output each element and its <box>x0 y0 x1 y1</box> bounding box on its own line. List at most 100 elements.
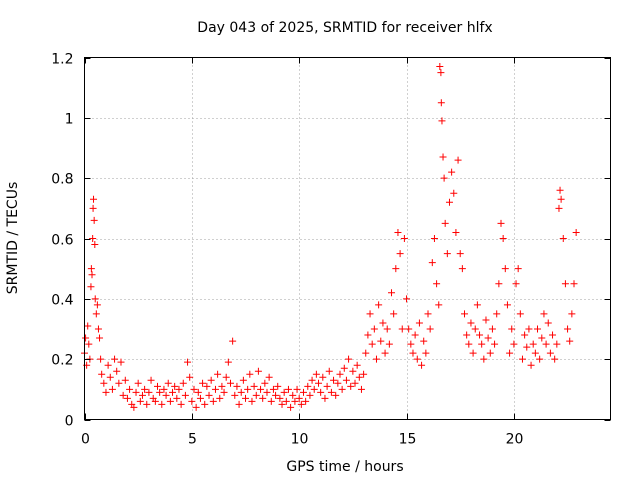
data-point <box>441 219 449 227</box>
data-point <box>357 385 365 393</box>
data-point <box>302 397 310 405</box>
data-point <box>143 400 151 408</box>
data-point <box>205 391 213 399</box>
data-point <box>463 331 471 339</box>
data-point <box>501 265 509 273</box>
data-point <box>96 334 104 342</box>
data-point <box>214 370 222 378</box>
data-point <box>254 367 262 375</box>
y-axis-label: SRMTID / TECUs <box>5 182 21 295</box>
data-point <box>224 358 232 366</box>
data-point <box>102 388 110 396</box>
data-point <box>93 301 101 309</box>
y-tick-labels: 0 0.2 0.4 0.6 0.8 1 1.2 <box>51 52 73 430</box>
data-point <box>467 319 475 327</box>
data-point <box>134 379 142 387</box>
data-point <box>497 219 505 227</box>
data-point <box>553 340 561 348</box>
data-point <box>293 385 301 393</box>
data-point <box>261 379 269 387</box>
data-point <box>321 394 329 402</box>
data-point <box>132 388 140 396</box>
data-point <box>233 382 241 390</box>
data-point <box>90 216 98 224</box>
data-point <box>297 400 305 408</box>
data-point <box>304 382 312 390</box>
data-point <box>229 337 237 345</box>
data-point <box>85 340 93 348</box>
data-point <box>340 364 348 372</box>
data-point <box>506 349 514 357</box>
data-point <box>115 379 123 387</box>
data-point <box>503 301 511 309</box>
data-point <box>211 385 219 393</box>
data-point <box>362 349 370 357</box>
data-point <box>471 325 479 333</box>
data-point <box>436 63 444 71</box>
data-point <box>430 235 438 242</box>
x-tick-label: 15 <box>399 432 417 448</box>
data-point <box>164 379 172 387</box>
data-point <box>440 174 448 182</box>
data-point <box>280 388 288 396</box>
data-point <box>169 388 177 396</box>
data-point <box>418 361 426 369</box>
data-point <box>411 331 419 339</box>
data-point <box>269 385 277 393</box>
data-points <box>81 63 580 411</box>
data-point <box>106 373 114 381</box>
data-point <box>518 355 526 363</box>
data-point <box>89 204 97 212</box>
data-point <box>536 355 544 363</box>
data-point <box>136 397 144 405</box>
data-point <box>557 195 565 203</box>
data-point <box>315 379 323 387</box>
data-point <box>327 388 335 396</box>
data-point <box>438 117 446 125</box>
data-point <box>162 391 170 399</box>
data-point <box>299 388 307 396</box>
data-point <box>482 316 490 324</box>
data-point <box>308 376 316 384</box>
data-point <box>130 403 138 411</box>
data-point <box>179 379 187 387</box>
data-point <box>428 259 436 267</box>
data-point <box>390 310 398 318</box>
data-point <box>478 340 486 348</box>
data-point <box>111 355 119 363</box>
data-point <box>420 337 428 345</box>
data-point <box>512 280 520 288</box>
data-point <box>551 355 559 363</box>
data-point <box>448 168 456 176</box>
data-point <box>372 355 380 363</box>
data-point <box>248 397 256 405</box>
data-point <box>91 295 99 303</box>
data-point <box>527 361 535 369</box>
data-point <box>486 349 494 357</box>
data-point <box>366 310 374 318</box>
data-point <box>267 397 275 405</box>
data-point <box>342 376 350 384</box>
data-point <box>289 391 297 399</box>
data-point <box>325 367 333 375</box>
data-point <box>123 394 131 402</box>
data-point <box>564 325 572 333</box>
data-point <box>126 385 134 393</box>
data-point <box>415 319 423 327</box>
y-tick-label: 1.2 <box>51 52 73 68</box>
data-point <box>347 382 355 390</box>
data-point <box>353 361 361 369</box>
x-tick-label: 20 <box>506 432 524 448</box>
data-point <box>514 265 522 273</box>
data-point <box>566 337 574 345</box>
data-point <box>433 280 441 288</box>
x-tick-label: 10 <box>291 432 309 448</box>
data-point <box>529 340 537 348</box>
data-point <box>188 397 196 405</box>
data-point <box>549 331 557 339</box>
data-point <box>392 265 400 273</box>
data-point <box>413 355 421 363</box>
data-point <box>207 376 215 384</box>
data-point <box>263 388 271 396</box>
